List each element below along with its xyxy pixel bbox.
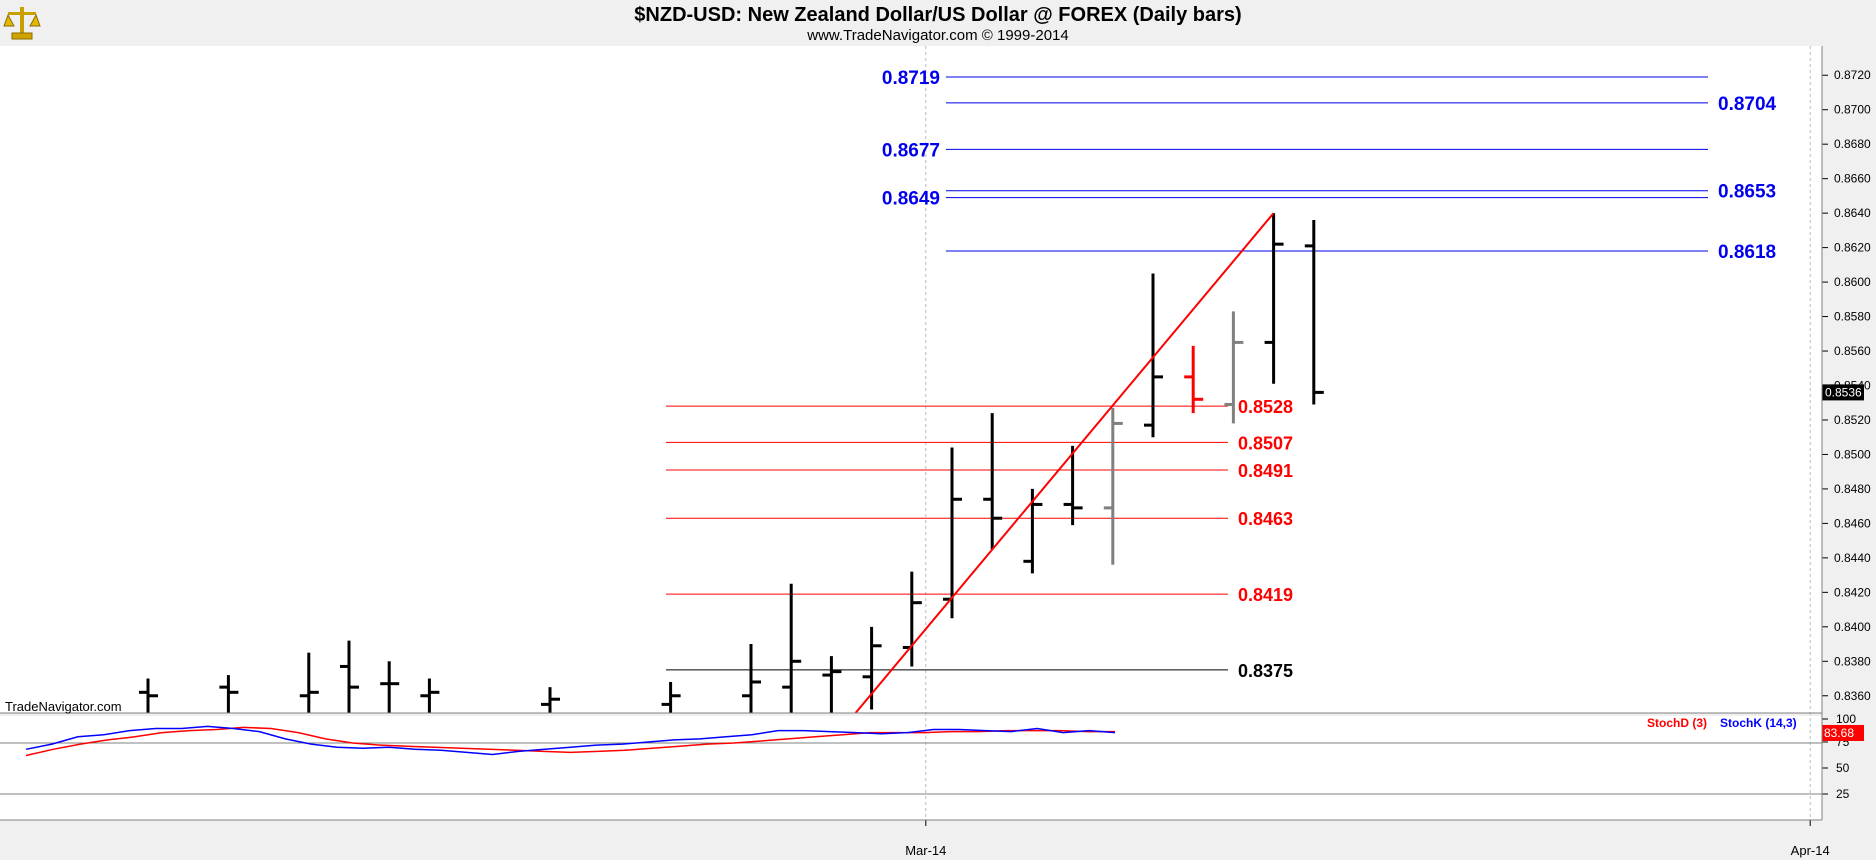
y-tick-label: 0.8660 <box>1834 172 1871 186</box>
y-tick-label: 0.8720 <box>1834 68 1871 82</box>
levels-layer: 0.8719 0.8704 0.8677 0.8653 0.8649 0.8618 0.85… <box>666 68 1777 681</box>
upper-level-label: 0.8677 <box>882 140 940 161</box>
upper-level-label: 0.8618 <box>1718 242 1776 263</box>
stoch-line <box>25 725 1116 756</box>
y-tick-label: 0.8560 <box>1834 344 1871 358</box>
y-tick-label: 0.8680 <box>1834 137 1871 151</box>
y-tick-label: 0.8640 <box>1834 206 1871 220</box>
ohlc-bar <box>1103 407 1123 565</box>
y-tick-label: 0.8700 <box>1834 103 1871 117</box>
ohlc-bar <box>782 583 802 713</box>
ohlc-bar <box>299 652 319 713</box>
last-price-label: 0.8536 <box>1825 385 1862 399</box>
stoch-y-tick-label: 25 <box>1836 787 1850 801</box>
upper-level-label: 0.8653 <box>1718 182 1776 203</box>
y-tick-label: 0.8360 <box>1834 689 1871 703</box>
lower-level-label: 0.8528 <box>1238 397 1293 417</box>
ohlc-bar <box>541 687 560 713</box>
stoch-value-label: 83.68 <box>1824 726 1854 740</box>
ohlc-bar <box>742 644 761 713</box>
stoch-y-tick-label: 50 <box>1836 761 1850 775</box>
ohlc-bar <box>340 640 359 713</box>
last-price-box <box>1822 384 1864 401</box>
ohlc-bar <box>822 656 842 713</box>
ohlc-bar <box>1144 273 1163 438</box>
upper-level-label: 0.8719 <box>882 68 940 89</box>
y-tick-label: 0.8520 <box>1834 413 1871 427</box>
x-axis-area <box>0 820 1876 860</box>
y-tick-label: 0.8500 <box>1834 447 1871 461</box>
trendline <box>854 212 1275 714</box>
lower-level-label: 0.8463 <box>1238 509 1293 529</box>
stoch-y-tick-label: 100 <box>1836 712 1856 726</box>
y-tick-label: 0.8460 <box>1834 516 1871 530</box>
ohlc-bar <box>1184 345 1204 414</box>
ohlc-bar <box>862 626 882 710</box>
x-tick-label: Mar-14 <box>905 843 946 858</box>
axis-layer: Mar-14 Apr-14 0.8360 0.8380 0.8400 0.8420 0.84… <box>905 68 1871 858</box>
stoch-line <box>25 726 1115 757</box>
ohlc-bar <box>1304 220 1324 405</box>
bars-layer <box>139 213 1324 713</box>
y-tick-label: 0.8480 <box>1834 482 1871 496</box>
y-tick-label: 0.8400 <box>1834 620 1871 634</box>
watermark: TradeNavigator.com <box>5 699 122 714</box>
legend-stochd: StochD (3) <box>1647 716 1707 730</box>
chart-subtitle: www.TradeNavigator.com © 1999-2014 <box>806 27 1068 44</box>
header-band <box>0 0 1876 44</box>
ohlc-bar <box>661 681 681 713</box>
lower-level-label: 0.8419 <box>1238 585 1293 605</box>
y-tick-label: 0.8600 <box>1834 275 1871 289</box>
upper-level-label: 0.8704 <box>1718 94 1777 115</box>
ohlc-bar <box>139 678 158 713</box>
y-axis-area <box>1822 46 1876 820</box>
lower-level-label: 0.8507 <box>1238 433 1293 453</box>
ohlc-bar <box>1264 213 1284 384</box>
ohlc-bar <box>380 661 400 713</box>
stoch-value-box <box>1822 724 1864 741</box>
ohlc-bar <box>1063 445 1083 526</box>
stoch-layer <box>0 725 1822 795</box>
y-tick-label: 0.8440 <box>1834 551 1871 565</box>
support-level-label: 0.8375 <box>1238 661 1293 681</box>
x-tick-label: Apr-14 <box>1791 843 1830 858</box>
lower-level-label: 0.8491 <box>1238 461 1293 481</box>
ohlc-bar <box>420 678 440 713</box>
y-tick-label: 0.8380 <box>1834 654 1871 668</box>
y-tick-label: 0.8620 <box>1834 241 1871 255</box>
grid-layer <box>925 46 1811 820</box>
ohlc-bar <box>219 675 239 713</box>
ohlc-bar <box>1224 311 1244 424</box>
ohlc-bar <box>983 413 1003 550</box>
y-tick-label: 0.8580 <box>1834 310 1871 324</box>
chart-title: $NZD-USD: New Zealand Dollar/US Dollar @… <box>634 4 1241 26</box>
legend-stochk: StochK (14,3) <box>1720 716 1797 730</box>
y-tick-label: 0.8420 <box>1834 585 1871 599</box>
trend-layer <box>854 212 1275 714</box>
balance-scale-icon <box>3 7 41 40</box>
upper-level-label: 0.8649 <box>882 189 940 210</box>
